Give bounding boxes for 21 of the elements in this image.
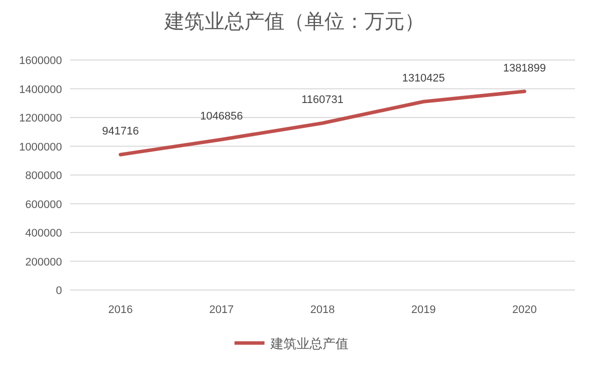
y-tick-label: 1600000 [19,55,62,67]
x-tick-label: 2018 [310,304,335,316]
data-label: 941716 [102,126,139,138]
y-tick-label: 200000 [25,256,62,268]
y-tick-label: 400000 [25,228,62,240]
data-label: 1310425 [402,72,445,85]
x-tick-label: 2016 [108,304,133,316]
x-tick-label: 2020 [512,304,537,316]
data-label: 1381899 [503,62,546,74]
data-label: 1046856 [200,110,243,123]
y-tick-label: 800000 [25,170,62,182]
y-tick-label: 1000000 [19,141,62,154]
chart-title: 建筑业总产值（单位：万元） [164,11,424,33]
x-tick-label: 2019 [411,304,436,316]
data-label: 1160731 [301,94,344,106]
legend-label: 建筑业总产值 [270,336,348,351]
y-tick-label: 0 [56,285,62,297]
y-tick-label: 1400000 [19,84,62,96]
x-tick-label: 2017 [209,304,234,316]
y-tick-label: 600000 [25,198,62,211]
y-tick-label: 1200000 [19,112,62,124]
